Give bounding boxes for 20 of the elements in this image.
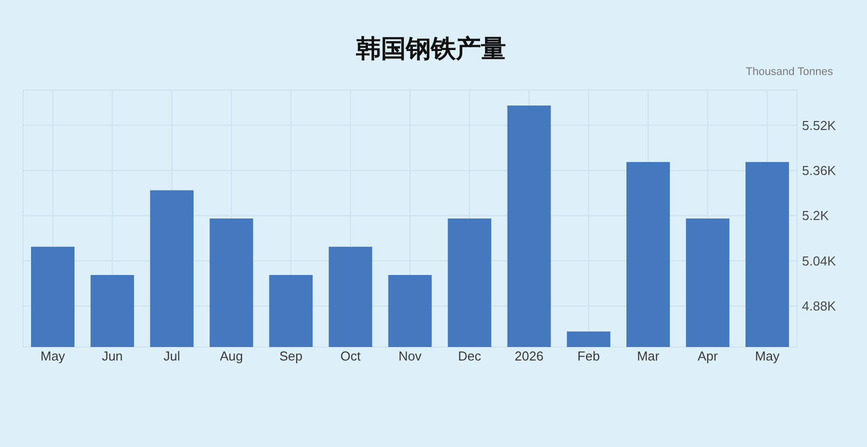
x-tick-label: Apr bbox=[698, 348, 718, 364]
x-tick-label: May bbox=[754, 348, 780, 364]
x-tick-label: Aug bbox=[220, 348, 243, 364]
chart-title: 韩国钢铁产量 bbox=[355, 35, 506, 63]
x-tick-label: Dec bbox=[458, 348, 482, 364]
y-tick-label: 5.04K bbox=[802, 253, 836, 268]
x-tick-label: May bbox=[40, 348, 66, 364]
y-tick-label: 5.52K bbox=[802, 118, 836, 133]
x-tick-label: Oct bbox=[340, 348, 361, 364]
x-tick-label: Jul bbox=[164, 348, 180, 364]
y-tick-label: 5.2K bbox=[802, 208, 830, 224]
x-tick-label: Mar bbox=[636, 348, 660, 364]
x-tick-label: Nov bbox=[398, 348, 422, 364]
y-axis-title: Thousand Tonnes bbox=[746, 66, 834, 78]
x-tick-label: Jun bbox=[102, 348, 123, 364]
x-tick-label: 2026 bbox=[514, 348, 544, 364]
y-tick-label: 5.36K bbox=[802, 162, 836, 178]
x-tick-label: Feb bbox=[577, 348, 600, 364]
x-tick-label: Sep bbox=[279, 348, 302, 364]
y-tick-label: 4.88K bbox=[802, 298, 836, 314]
